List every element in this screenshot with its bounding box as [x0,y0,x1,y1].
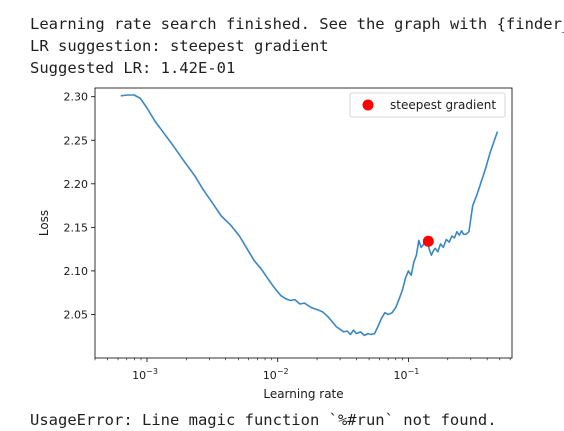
x-axis-label: Learning rate [263,387,343,401]
x-tick-label: 10−2 [263,367,289,382]
y-tick-label: 2.15 [64,221,89,234]
x-tick-label: 10−1 [394,367,420,382]
y-tick-label: 2.20 [64,178,89,191]
x-tick-label-exponent: −3 [146,367,158,376]
legend: steepest gradient [350,93,505,117]
x-tick-label: 10−3 [132,367,158,382]
y-tick-label: 2.25 [64,134,89,147]
x-tick-label-exponent: −2 [277,367,289,376]
legend-label: steepest gradient [390,98,496,112]
y-tick-label: 2.10 [64,265,89,278]
y-tick-label: 2.30 [64,91,89,104]
x-tick-label-base: 10 [263,369,277,382]
y-axis: 2.05 2.10 2.15 2.20 2.25 2.30 [64,91,96,322]
series-group [121,95,498,335]
y-tick-label: 2.05 [64,308,89,321]
loss-line [121,95,498,335]
x-tick-label-base: 10 [132,369,146,382]
legend-marker [363,100,374,111]
plot-area [95,88,512,358]
x-tick-label-base: 10 [394,369,408,382]
marker-group [423,236,434,247]
output-usage-error: UsageError: Line magic function `%#run` … [30,410,497,431]
x-tick-label-exponent: −1 [408,367,420,376]
y-axis-label: Loss [37,210,51,236]
x-axis: 10−3 10−2 10−1 [95,358,510,382]
steepest-gradient-marker [423,236,434,247]
